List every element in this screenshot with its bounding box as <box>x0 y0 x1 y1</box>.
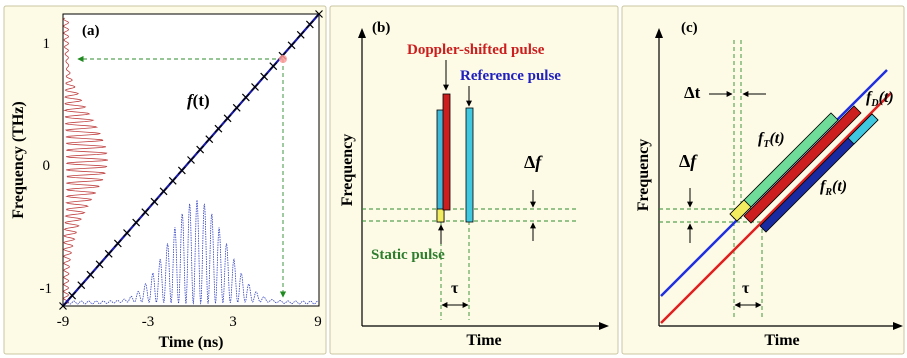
reference-pulse <box>465 107 474 223</box>
panel-a-label: (a) <box>82 23 100 39</box>
panel-b-background <box>329 5 619 355</box>
chirp-marker <box>104 249 113 258</box>
panel-b-label: (b) <box>372 20 390 36</box>
panel-b-axes <box>361 32 605 327</box>
chirp-marker <box>86 270 95 279</box>
panel-a: (a) f(t) 1 0 -1 -9 -3 3 9 Time (ns) Freq… <box>3 5 327 355</box>
doppler-shifted-pulse <box>442 93 451 211</box>
chirp-marker <box>123 229 131 237</box>
tau-label: τ <box>451 280 459 297</box>
delta-t-label: Δt <box>684 83 701 102</box>
chirp-marker <box>260 72 269 81</box>
y-axis-label: Frequency <box>635 139 652 212</box>
delta-f-label: Δf <box>524 152 543 172</box>
chirp-marker <box>315 10 323 18</box>
chirp-marker <box>296 30 305 39</box>
chirp-marker <box>150 197 159 206</box>
chirp-marker <box>223 114 232 123</box>
chirp-marker <box>187 156 195 164</box>
fR-label: fR(t) <box>820 178 847 198</box>
chirp-marker <box>251 83 259 91</box>
doppler-pulse-bar <box>743 105 862 224</box>
x-axis-label: Time <box>466 332 501 349</box>
chirp-marker <box>287 41 296 50</box>
y-tick-0: 0 <box>43 158 51 174</box>
chirp-marker <box>159 187 168 196</box>
x-axis-label: Time <box>764 332 799 349</box>
red-chirp-line <box>660 92 892 324</box>
x-tick-9: 9 <box>314 314 322 330</box>
chirp-marker <box>214 124 223 133</box>
highlight-point <box>279 55 287 63</box>
chirp-marker <box>95 260 104 269</box>
spectrum-curve <box>63 17 108 304</box>
chirp-marker <box>59 302 67 310</box>
x-axis-label: Time (ns) <box>158 334 223 351</box>
chirp-marker <box>132 218 141 227</box>
fT-label: fT(t) <box>758 130 785 150</box>
chirp-marker <box>168 176 177 185</box>
delta-f-label: Δf <box>679 151 698 171</box>
chirp-marker <box>269 62 278 71</box>
chirp-marker <box>305 20 314 29</box>
x-tick-minus-9: -9 <box>57 314 70 330</box>
chirp-marker <box>113 239 122 248</box>
chirp-marker <box>205 135 214 144</box>
chirp-marker <box>232 103 241 112</box>
fD-label: fD(t) <box>866 89 894 109</box>
reference-pulse-end <box>847 113 879 145</box>
x-tick-minus-3: -3 <box>142 314 155 330</box>
x-tick-3: 3 <box>229 314 237 330</box>
curve-label: f(t) <box>187 91 210 110</box>
chirp-marker <box>77 281 86 290</box>
y-axis-label: Frequency <box>339 134 356 207</box>
panel-b: (b) Doppler-shifted pulse Reference puls… <box>329 5 619 355</box>
chirp-marker <box>141 208 150 217</box>
y-tick-1: 1 <box>43 36 51 52</box>
transmitted-pulse-start <box>729 199 752 222</box>
chirp-marker <box>196 145 205 154</box>
panel-c-label: (c) <box>681 20 698 36</box>
y-tick-minus-1: -1 <box>40 281 53 297</box>
panel-c-axes <box>658 32 899 327</box>
chirp-marker <box>177 166 186 175</box>
tau-label: τ <box>742 280 750 297</box>
envelope-trace <box>65 199 319 305</box>
spectrum-trace <box>63 17 108 304</box>
panel-c: (c) Δt Δf fT(t) fD(t) fR(t) τ Frequency … <box>621 5 905 355</box>
static-label: Static pulse <box>371 247 445 263</box>
chirp-marker <box>68 291 77 300</box>
doppler-label: Doppler-shifted pulse <box>407 42 545 58</box>
y-axis-label: Frequency (THz) <box>10 101 27 218</box>
chirp-marker <box>241 93 250 102</box>
panel-c-background <box>621 5 905 355</box>
pulse-envelope-curve <box>65 199 319 305</box>
reference-label: Reference pulse <box>460 68 561 84</box>
